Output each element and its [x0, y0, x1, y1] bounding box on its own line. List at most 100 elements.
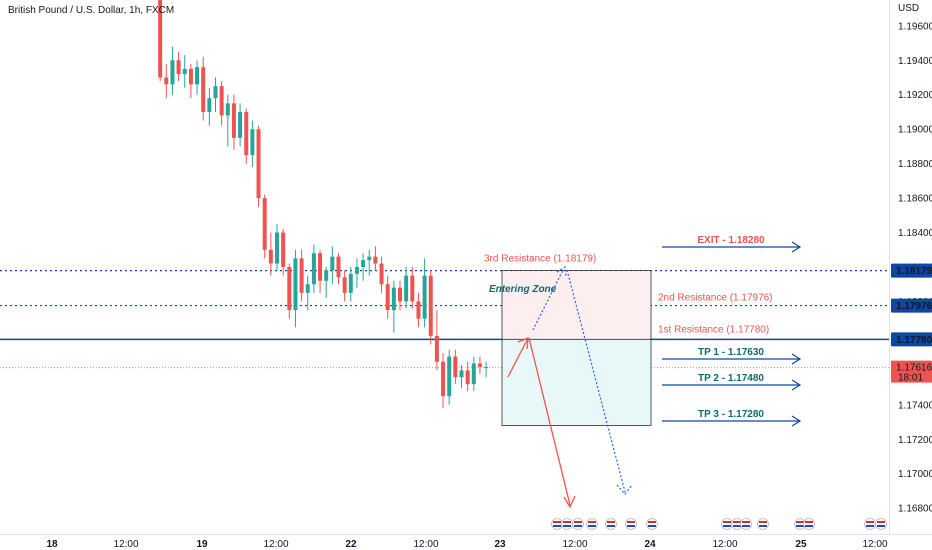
tp3-arrow-head — [791, 415, 802, 427]
entry-arrow-head — [517, 337, 529, 350]
event-flag-circle — [551, 518, 563, 530]
candle-body — [318, 253, 323, 281]
candle — [453, 349, 458, 385]
event-flag-stripe — [574, 521, 582, 523]
tp2-label: TP 2 - 1.17480 — [698, 373, 764, 384]
event-flag-stripe — [627, 521, 635, 523]
event-flag-stripe — [607, 525, 615, 527]
candle — [361, 253, 366, 281]
decline-dotted-head — [616, 484, 633, 495]
event-flag-stripe — [866, 525, 874, 527]
candle — [441, 353, 446, 409]
event-flag-circle — [625, 518, 637, 530]
candle — [158, 0, 163, 81]
event-flag-stripe — [877, 521, 885, 523]
event-flag-icon — [646, 518, 658, 530]
candle — [330, 246, 335, 285]
candle-body — [373, 256, 378, 264]
event-flag-circle — [875, 518, 887, 530]
candle-body — [299, 258, 304, 293]
candle — [324, 267, 329, 299]
event-flag-circle — [646, 518, 658, 530]
event-flag-icon — [875, 518, 887, 530]
candle — [416, 292, 421, 328]
target-zone-box — [501, 338, 652, 426]
candle — [465, 361, 470, 392]
candle-body — [250, 129, 255, 156]
event-flag-circle — [740, 518, 752, 530]
event-flag-stripe — [723, 521, 731, 523]
event-flag-icon — [740, 518, 752, 530]
event-flag-stripe — [553, 525, 561, 527]
event-flag-stripe — [588, 521, 596, 523]
candle — [275, 223, 279, 271]
time-tick-label: 12:00 — [113, 539, 138, 550]
candle-body — [219, 86, 224, 116]
time-tick-label: 25 — [795, 539, 807, 550]
event-flag-icon — [605, 518, 617, 530]
candle-body — [182, 68, 187, 75]
candle-body — [201, 67, 206, 112]
event-flag-stripe — [733, 521, 741, 523]
tp1-label: TP 1 - 1.17630 — [698, 347, 764, 358]
candle — [410, 267, 415, 309]
candle — [385, 275, 390, 319]
candle-body — [207, 98, 212, 112]
candle-body — [342, 277, 347, 293]
candle-body — [262, 198, 267, 250]
candle — [262, 194, 267, 259]
candle — [428, 270, 433, 345]
candle-body — [213, 86, 218, 99]
third-resistance-label: 3rd Resistance (1.18179) — [484, 254, 596, 265]
exit-label: EXIT - 1.18280 — [697, 235, 765, 246]
event-flag-stripe — [627, 525, 635, 527]
candle-body — [275, 232, 279, 264]
candle — [342, 270, 347, 302]
candle — [404, 267, 409, 309]
candle — [367, 249, 372, 276]
candle — [477, 356, 482, 374]
time-tick-label: 23 — [494, 539, 506, 550]
candle-body — [170, 60, 175, 85]
price-tick-label: 1.16800 — [898, 504, 932, 515]
event-flag-stripe — [563, 525, 571, 527]
candle — [268, 232, 273, 276]
candle — [225, 94, 230, 147]
entry-arrow-line — [507, 339, 528, 378]
candle-body — [238, 111, 243, 138]
price-tick-label: 1.18400 — [898, 228, 932, 239]
price-tick-label: 1.18600 — [898, 194, 932, 205]
candle — [188, 63, 193, 99]
time-tick-label: 19 — [196, 539, 208, 550]
event-flag-stripe — [877, 525, 885, 527]
candle — [305, 275, 310, 311]
candle — [213, 77, 218, 112]
candle-body — [453, 356, 458, 378]
candle — [311, 244, 316, 293]
candle — [195, 60, 200, 95]
price-label-box — [891, 263, 932, 278]
candle — [207, 87, 212, 126]
candle-body — [385, 284, 390, 311]
candle — [391, 280, 396, 333]
event-flag-circle — [572, 518, 584, 530]
candle-body — [398, 287, 402, 302]
candle-body — [379, 263, 384, 285]
candle — [459, 365, 464, 388]
candle-body — [361, 260, 366, 267]
event-flag-icon — [572, 518, 584, 530]
time-axis[interactable]: 18 12:00 19 12:00 22 12:00 23 12:00 24 12:00 25 12:… — [46, 539, 888, 550]
event-flag-icon — [561, 518, 573, 530]
current-price-box — [891, 360, 932, 383]
current-price-text: 1.17616 — [896, 363, 932, 374]
candle-body — [348, 273, 353, 293]
price-tick-label: 1.17000 — [898, 469, 932, 480]
candle — [201, 56, 206, 121]
event-flag-stripe — [866, 521, 874, 523]
candle-body — [231, 103, 236, 138]
event-flag-stripe — [759, 521, 767, 523]
event-flag-stripe — [733, 525, 741, 527]
price-tick-label: 1.17200 — [898, 435, 932, 446]
